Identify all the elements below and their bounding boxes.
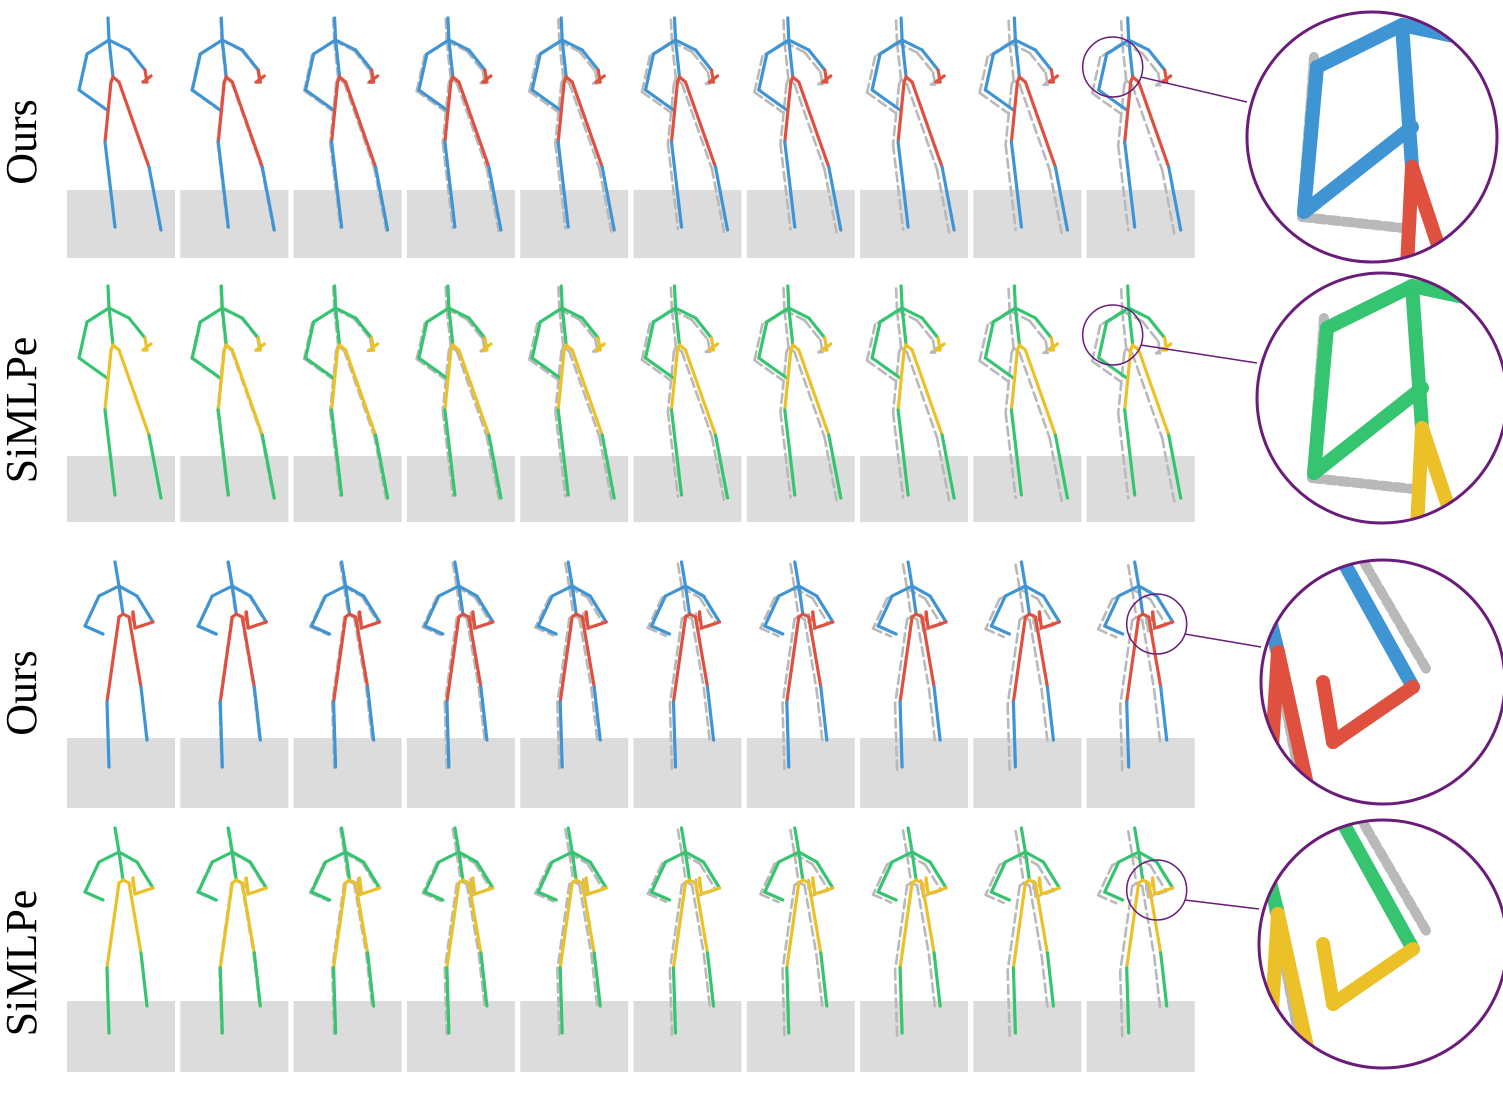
- skeleton-panel: [746, 16, 855, 258]
- skeleton-panel: [1086, 16, 1195, 258]
- skeleton-panel: [293, 826, 402, 1072]
- skeleton-panel: [860, 560, 969, 808]
- skeleton-panel: [180, 560, 289, 808]
- zoom-detail: [1255, 271, 1503, 525]
- skeleton-panel: [633, 560, 742, 808]
- zoom-marker: [1125, 859, 1188, 921]
- skeleton-panel: [67, 826, 175, 1072]
- skeleton-panel: [633, 284, 742, 522]
- skeleton-panel: [520, 560, 629, 808]
- skeleton-panel: [293, 560, 402, 808]
- skeleton-panel: [746, 560, 855, 808]
- skeleton-panel: [180, 284, 289, 522]
- skeleton-panel: [973, 284, 1082, 522]
- skeleton-panel: [67, 16, 175, 258]
- skeleton-panel: [860, 284, 969, 522]
- skeleton-panel: [406, 16, 515, 258]
- skeleton-panel: [67, 284, 175, 522]
- skeleton-panel: [860, 826, 969, 1072]
- skeleton-panel: [973, 16, 1082, 258]
- skeleton-panel: [1086, 826, 1195, 1072]
- skeleton-panel: [746, 826, 855, 1072]
- skeleton-panel: [520, 826, 629, 1072]
- skeleton-panel: [973, 826, 1082, 1072]
- zoom-detail: [1259, 558, 1503, 806]
- zoom-detail: [1245, 10, 1499, 264]
- skeleton-panel: [633, 16, 742, 258]
- skeleton-panel: [860, 16, 969, 258]
- skeleton-panel: [1086, 284, 1195, 522]
- skeleton-panel: [746, 284, 855, 522]
- skeleton-panel: [293, 284, 402, 522]
- zoom-marker: [1081, 36, 1144, 98]
- zoom-detail: [1257, 818, 1503, 1070]
- zoom-marker: [1125, 593, 1188, 655]
- skeleton-panel: [633, 826, 742, 1072]
- skeleton-panel: [406, 284, 515, 522]
- skeleton-panel: [406, 560, 515, 808]
- skeleton-panel: [406, 826, 515, 1072]
- skeleton-panel: [973, 560, 1082, 808]
- skeleton-panel: [180, 16, 289, 258]
- skeleton-panel: [293, 16, 402, 258]
- skeleton-panel: [1086, 560, 1195, 808]
- zoom-marker: [1081, 304, 1144, 366]
- skeleton-panel: [520, 16, 629, 258]
- skeleton-panel: [180, 826, 289, 1072]
- skeleton-panel: [67, 560, 175, 808]
- skeleton-panel: [520, 284, 629, 522]
